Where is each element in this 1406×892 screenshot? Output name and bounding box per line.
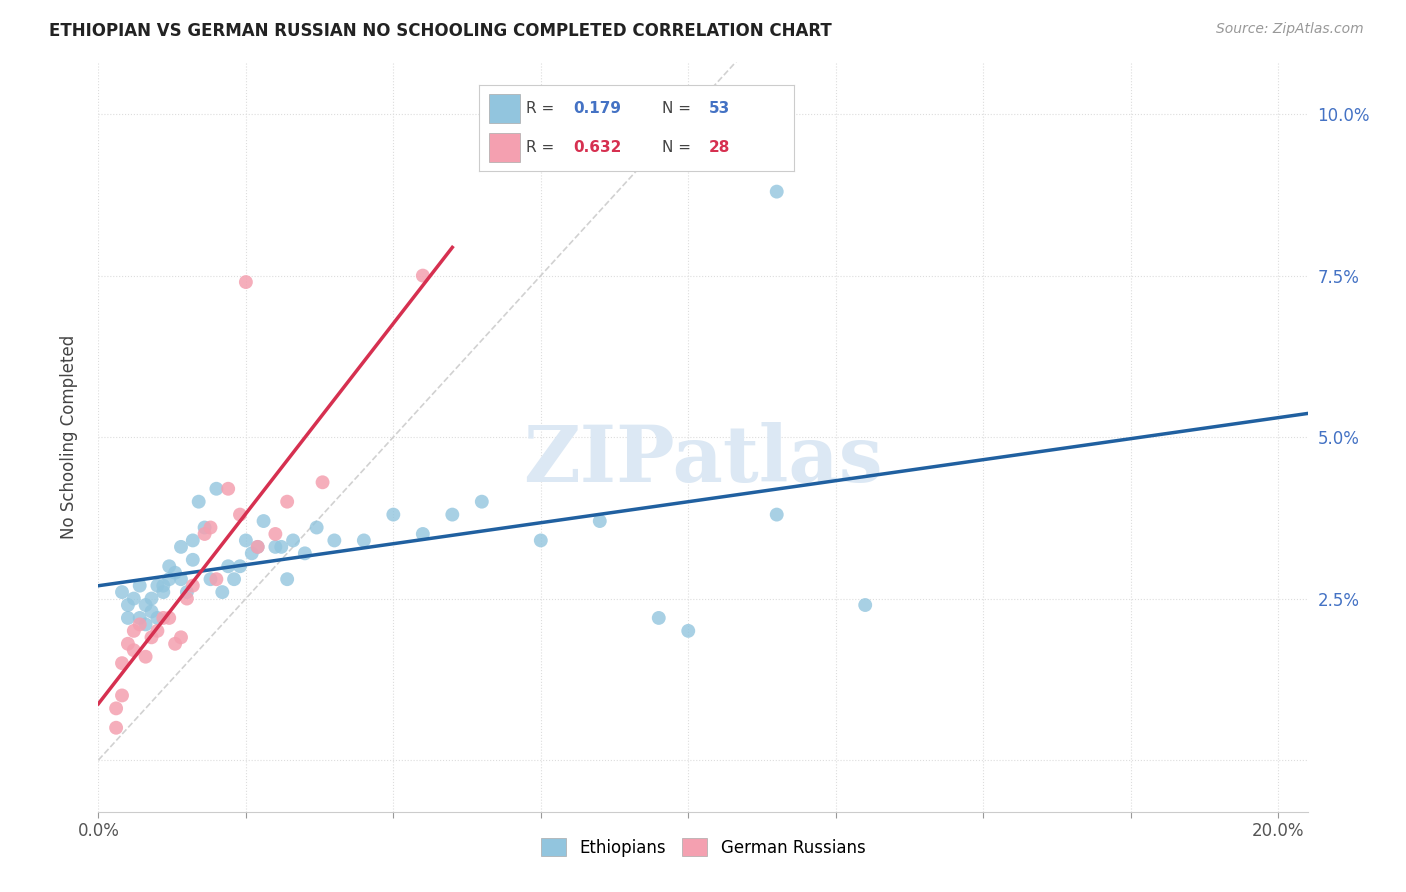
Point <box>530 533 553 548</box>
Point <box>122 624 145 638</box>
Point <box>305 520 328 534</box>
Point <box>412 527 434 541</box>
Point <box>165 637 187 651</box>
Point <box>252 514 274 528</box>
Point <box>146 579 169 593</box>
Point <box>217 559 239 574</box>
Point <box>246 540 269 554</box>
Point <box>111 585 134 599</box>
Point <box>276 494 298 508</box>
Point <box>111 689 134 703</box>
Point <box>135 617 157 632</box>
Point <box>170 540 193 554</box>
Point <box>765 185 787 199</box>
Point <box>170 630 193 644</box>
Point <box>176 591 198 606</box>
Point <box>157 611 180 625</box>
Point <box>165 566 187 580</box>
Point <box>135 598 157 612</box>
Point <box>152 611 174 625</box>
Point <box>141 605 163 619</box>
Point <box>200 520 222 534</box>
Text: Source: ZipAtlas.com: Source: ZipAtlas.com <box>1216 22 1364 37</box>
Point <box>441 508 464 522</box>
Point <box>240 546 263 560</box>
Point <box>264 527 287 541</box>
Point <box>311 475 333 490</box>
Point <box>117 637 139 651</box>
Point <box>270 540 292 554</box>
Point <box>105 701 128 715</box>
Point <box>122 591 145 606</box>
Point <box>141 591 163 606</box>
Point <box>194 520 217 534</box>
Point <box>276 572 298 586</box>
Point <box>117 598 139 612</box>
Point <box>176 585 198 599</box>
Point <box>152 585 174 599</box>
Point <box>235 533 257 548</box>
Point <box>152 579 174 593</box>
Point <box>382 508 405 522</box>
Point <box>853 598 876 612</box>
Point <box>229 508 252 522</box>
Point <box>187 494 209 508</box>
Point <box>294 546 316 560</box>
Point <box>122 643 145 657</box>
Point <box>105 721 128 735</box>
Point <box>246 540 269 554</box>
Point <box>264 540 287 554</box>
Point <box>181 533 204 548</box>
Point <box>222 572 245 586</box>
Point <box>412 268 434 283</box>
Point <box>181 579 204 593</box>
Point <box>323 533 346 548</box>
Point <box>205 572 228 586</box>
Point <box>181 553 204 567</box>
Point <box>678 624 700 638</box>
Point <box>217 482 239 496</box>
Point <box>128 579 150 593</box>
Point <box>353 533 375 548</box>
Text: ZIPatlas: ZIPatlas <box>523 422 883 498</box>
Point <box>200 572 222 586</box>
Point <box>135 649 157 664</box>
Point <box>471 494 494 508</box>
Point <box>146 611 169 625</box>
Point <box>211 585 233 599</box>
Point <box>194 527 217 541</box>
Point <box>111 656 134 670</box>
Point <box>235 275 257 289</box>
Point <box>141 630 163 644</box>
Point <box>117 611 139 625</box>
Text: ETHIOPIAN VS GERMAN RUSSIAN NO SCHOOLING COMPLETED CORRELATION CHART: ETHIOPIAN VS GERMAN RUSSIAN NO SCHOOLING… <box>49 22 832 40</box>
Point <box>648 611 671 625</box>
Point <box>589 514 612 528</box>
Point <box>157 559 180 574</box>
Point <box>146 624 169 638</box>
Point <box>281 533 304 548</box>
Point <box>229 559 252 574</box>
Point <box>205 482 228 496</box>
Point <box>128 617 150 632</box>
Point <box>157 572 180 586</box>
Y-axis label: No Schooling Completed: No Schooling Completed <box>59 335 77 539</box>
Point <box>128 611 150 625</box>
Legend: Ethiopians, German Russians: Ethiopians, German Russians <box>534 832 872 863</box>
Point <box>170 572 193 586</box>
Point <box>765 508 787 522</box>
